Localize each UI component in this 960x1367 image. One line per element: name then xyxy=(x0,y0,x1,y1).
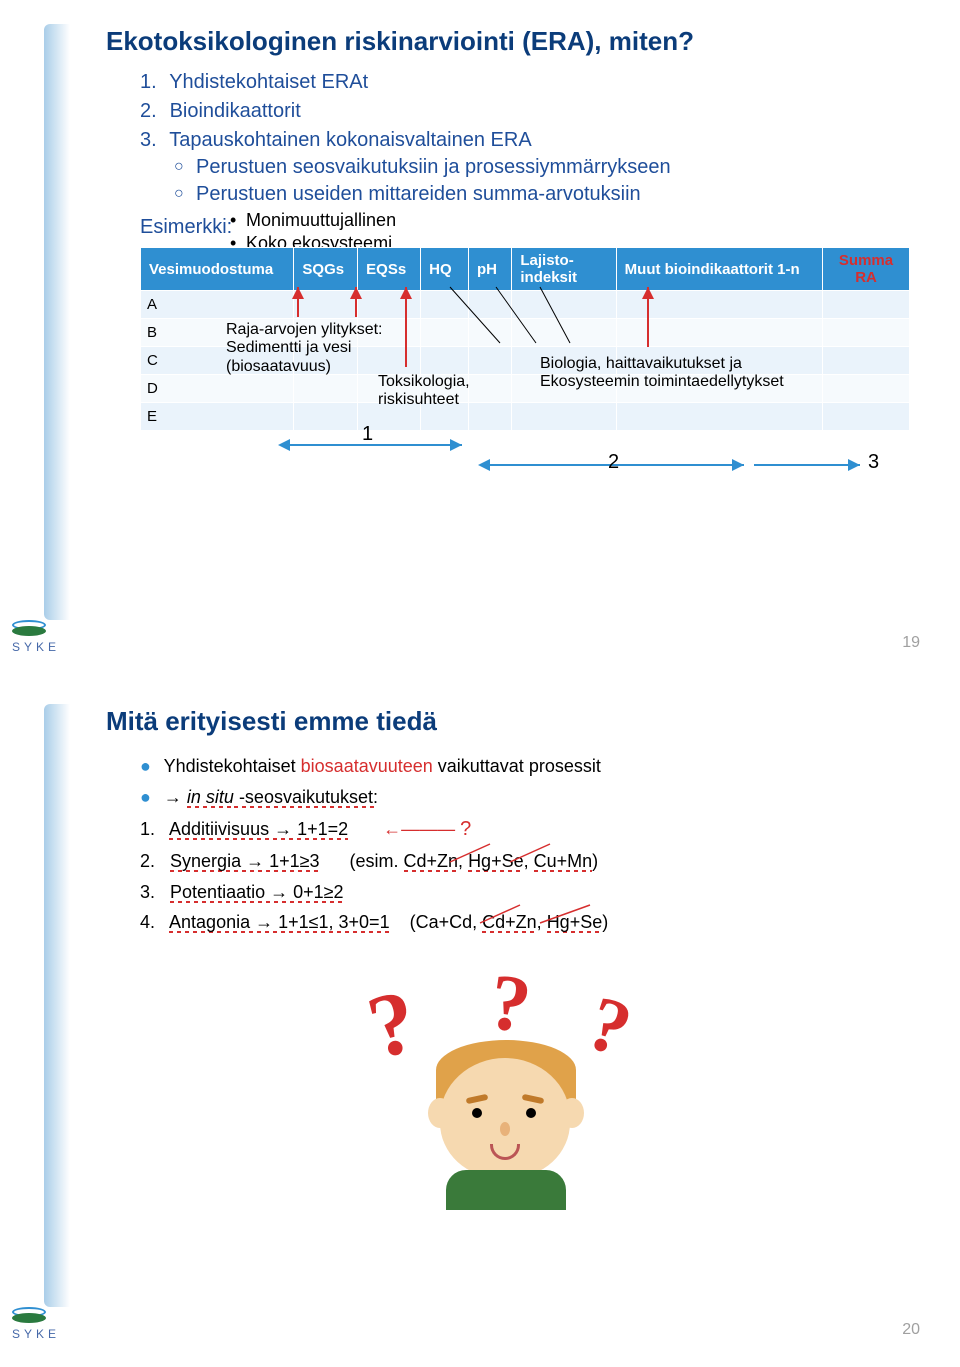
l5-num: 3. xyxy=(140,882,155,902)
era-table: Vesimuodostuma SQGs EQSs HQ pH Lajisto-i… xyxy=(140,247,910,431)
list-item-2: 2. Bioindikaattorit xyxy=(140,100,910,123)
txt-1: Yhdistekohtaiset ERAt xyxy=(169,71,368,93)
logo-ellipse-bottom xyxy=(12,626,46,636)
shirt xyxy=(446,1170,566,1210)
table-row: C xyxy=(141,347,910,375)
logo-text: SYKE xyxy=(12,1327,60,1341)
th-sqgs: SQGs xyxy=(294,248,358,291)
th-summa: Summa RA xyxy=(823,248,910,291)
table-body: A B C D E xyxy=(141,291,910,431)
slide-1: Ekotoksikologinen riskinarviointi (ERA),… xyxy=(0,0,960,680)
table-head: Vesimuodostuma SQGs EQSs HQ pH Lajisto-i… xyxy=(141,248,910,291)
l1-red: biosaatavuuteen xyxy=(301,756,433,776)
sub2: Perustuen useiden mittareiden summa-arvo… xyxy=(174,183,910,206)
l1-post: vaikuttavat prosessit xyxy=(433,756,601,776)
row-a: A xyxy=(141,291,294,319)
question-mark-icon: ? xyxy=(352,945,433,1104)
slide2-content: ● Yhdistekohtaiset biosaatavuuteen vaiku… xyxy=(140,751,880,1208)
eye-left xyxy=(472,1108,482,1118)
l3-txt: Additiivisuus → 1+1=2 xyxy=(169,819,348,840)
slide-2: Mitä erityisesti emme tiedä ● Yhdistekoh… xyxy=(0,680,960,1367)
row-d: D xyxy=(141,375,294,403)
l6-red-arrows xyxy=(470,901,630,927)
num-1: 1. xyxy=(140,71,164,94)
nose xyxy=(500,1122,510,1136)
l1-pre: Yhdistekohtaiset xyxy=(164,756,301,776)
l2-ital: in situ xyxy=(187,787,234,808)
page-number-2: 20 xyxy=(902,1321,920,1339)
bullet-icon: ● xyxy=(140,756,151,776)
s2-line6: 4. Antagonia → 1+1≤1, 3+0=1 (Ca+Cd, Cd+Z… xyxy=(140,907,880,938)
l3-num: 1. xyxy=(140,819,155,839)
main-list: 1. Yhdistekohtaiset ERAt 2. Bioindikaatt… xyxy=(140,71,910,254)
logo-text: SYKE xyxy=(12,640,60,654)
s2-line2: ● → in situ -seosvaikutukset: xyxy=(140,782,880,813)
th-vesimuodostuma: Vesimuodostuma xyxy=(141,248,294,291)
table-wrap: Vesimuodostuma SQGs EQSs HQ pH Lajisto-i… xyxy=(140,247,910,431)
table-row: D xyxy=(141,375,910,403)
s2-line4: 2. Synergia → 1+1≥3 (esim. Cd+Zn, Hg+Se,… xyxy=(140,846,880,877)
question-mark-icon: ? xyxy=(570,957,648,1095)
logo-ellipse-bottom xyxy=(12,1313,46,1323)
num-2: 2. xyxy=(140,100,164,123)
th-lajisto: Lajisto-indeksit xyxy=(512,248,616,291)
syke-logo: SYKE xyxy=(12,620,60,654)
th-ph: pH xyxy=(468,248,511,291)
l4-red-arrows xyxy=(440,840,580,866)
l3-arrow-icon: ←——— xyxy=(383,819,455,839)
table-row: B xyxy=(141,319,910,347)
l2-rest: -seosvaikutukset: xyxy=(234,787,378,808)
ear-right xyxy=(560,1098,584,1128)
l3-q: ? xyxy=(460,818,471,840)
l4-txt: Synergia → 1+1≥3 xyxy=(170,851,319,872)
range-2: 2 xyxy=(608,451,619,474)
page-number-1: 19 xyxy=(902,634,920,652)
table-row: A xyxy=(141,291,910,319)
s2-line1: ● Yhdistekohtaiset biosaatavuuteen vaiku… xyxy=(140,751,880,782)
head xyxy=(440,1058,570,1178)
list-item-3: 3. Tapauskohtainen kokonaisvaltainen ERA… xyxy=(140,129,910,254)
confused-illustration: ? ? ? xyxy=(340,948,680,1208)
syke-logo: SYKE xyxy=(12,1307,60,1341)
ear-left xyxy=(428,1098,452,1128)
num-3: 3. xyxy=(140,129,164,152)
th-hq: HQ xyxy=(421,248,469,291)
l5-txt: Potentiaatio → 0+1≥2 xyxy=(170,882,344,903)
txt-2: Bioindikaattorit xyxy=(170,100,301,122)
row-b: B xyxy=(141,319,294,347)
sub-list: Perustuen seosvaikutuksiin ja prosessiym… xyxy=(174,156,910,206)
side-decoration xyxy=(44,704,70,1307)
th-muut: Muut bioindikaattorit 1-n xyxy=(616,248,822,291)
bullet-icon: ● xyxy=(140,787,151,807)
l2-arrow: → xyxy=(164,787,187,807)
subb1: Monimuuttujallinen xyxy=(230,210,910,231)
l4-num: 2. xyxy=(140,851,155,871)
row-c: C xyxy=(141,347,294,375)
l6-txt: Antagonia → 1+1≤1, 3+0=1 xyxy=(169,912,390,933)
row-e: E xyxy=(141,403,294,431)
slide2-title: Mitä erityisesti emme tiedä xyxy=(106,706,920,737)
table-row: E xyxy=(141,403,910,431)
range-1: 1 xyxy=(362,423,373,446)
slide1-title: Ekotoksikologinen riskinarviointi (ERA),… xyxy=(106,26,920,57)
slide1-content: 1. Yhdistekohtaiset ERAt 2. Bioindikaatt… xyxy=(140,71,910,431)
side-decoration xyxy=(44,24,70,620)
list-item-1: 1. Yhdistekohtaiset ERAt xyxy=(140,71,910,94)
th-eqss: EQSs xyxy=(358,248,421,291)
sub1: Perustuen seosvaikutuksiin ja prosessiym… xyxy=(174,156,910,179)
range-3: 3 xyxy=(868,451,879,474)
eye-right xyxy=(526,1108,536,1118)
txt-3: Tapauskohtainen kokonaisvaltainen ERA xyxy=(169,129,531,151)
l6-num: 4. xyxy=(140,912,155,932)
